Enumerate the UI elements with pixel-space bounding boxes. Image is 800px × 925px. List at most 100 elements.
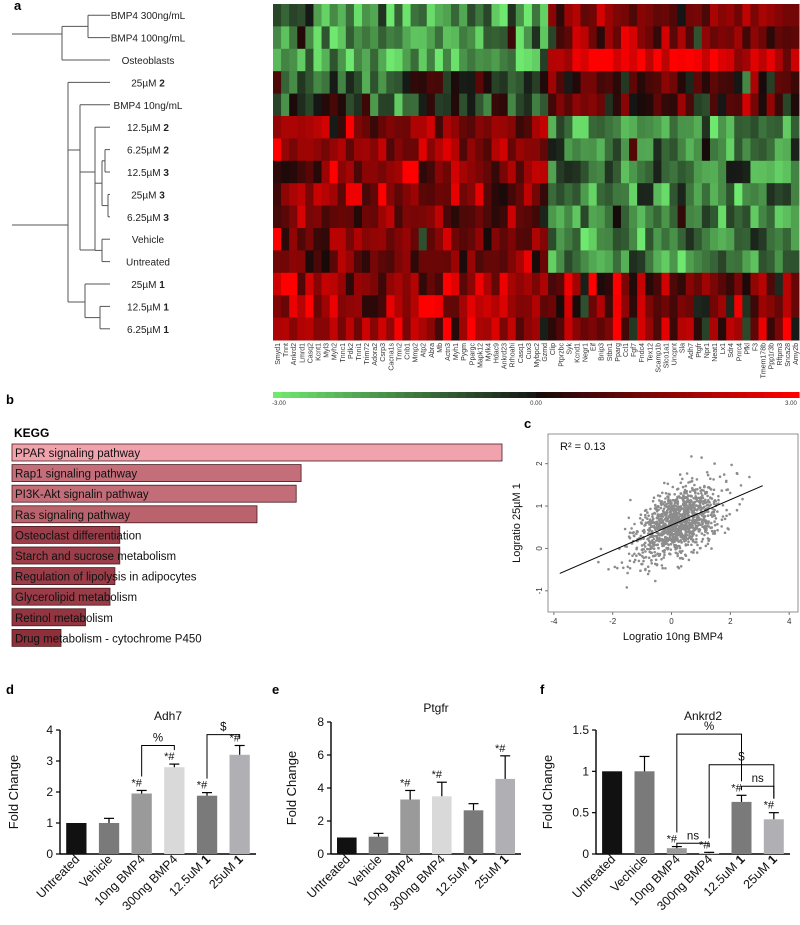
scatter-point xyxy=(706,473,710,477)
heatmap-cell xyxy=(362,138,371,162)
heatmap-cell xyxy=(353,295,363,319)
heatmap-cell xyxy=(499,250,509,274)
colorscale-swatch xyxy=(369,392,379,398)
heatmap-cell xyxy=(693,93,703,117)
heatmap-cell xyxy=(750,93,760,117)
heatmap-row-label: 12.5µM 3 xyxy=(127,168,169,179)
heatmap-cell xyxy=(345,26,355,50)
heatmap-cell xyxy=(386,93,395,117)
scatter-point xyxy=(616,566,619,570)
heatmap-cell xyxy=(580,160,590,184)
heatmap-cell xyxy=(531,48,541,72)
bar xyxy=(66,823,87,854)
scatter-point xyxy=(718,475,722,479)
scatter-point xyxy=(673,536,676,539)
heatmap-cell xyxy=(556,93,565,117)
y-tick-label: 6 xyxy=(317,748,324,762)
bar-chart-title: Adh7 xyxy=(154,709,182,723)
heatmap-cell xyxy=(297,205,306,229)
heatmap-cell xyxy=(329,116,339,139)
heatmap-cell xyxy=(475,93,484,117)
scatter-point xyxy=(692,532,696,536)
scatter-point xyxy=(653,511,656,515)
heatmap-cell xyxy=(580,71,590,95)
scatter-point xyxy=(691,524,694,527)
scatter-point xyxy=(667,543,670,546)
heatmap-cell xyxy=(491,93,501,117)
scatter-point xyxy=(672,539,675,542)
heatmap-cell xyxy=(451,93,460,117)
scatter-point xyxy=(663,551,666,554)
scatter-point xyxy=(660,564,664,567)
heatmap-cell xyxy=(345,228,355,251)
heatmap-cell xyxy=(313,138,323,162)
heatmap-cell xyxy=(750,272,760,296)
heatmap-cell xyxy=(572,116,582,139)
heatmap-cell xyxy=(734,93,743,117)
heatmap-cell xyxy=(475,272,484,296)
heatmap-cell xyxy=(661,183,671,207)
scatter-point xyxy=(713,462,716,465)
heatmap-cell xyxy=(410,272,420,296)
heatmap-gene-label: Casq1 xyxy=(518,343,525,363)
heatmap-cell xyxy=(273,93,282,117)
heatmap-cell xyxy=(758,160,768,184)
bar xyxy=(368,836,389,854)
scatter-point xyxy=(668,534,672,537)
heatmap-row-label: 12.5µM 1 xyxy=(127,302,169,313)
scatter-point xyxy=(644,516,647,519)
scatter-point xyxy=(725,514,728,518)
heatmap-cell xyxy=(677,317,687,341)
heatmap-cell xyxy=(394,116,403,139)
scatter-point xyxy=(706,486,710,489)
scatter-x-label: Logratio 10ng BMP4 xyxy=(623,631,723,643)
heatmap-cell xyxy=(329,250,339,274)
heatmap-cell xyxy=(402,138,412,162)
heatmap-cell xyxy=(726,205,735,229)
heatmap-cell xyxy=(637,138,646,162)
scatter-point xyxy=(649,559,653,562)
heatmap-cell xyxy=(289,93,298,117)
heatmap-cell xyxy=(588,317,598,341)
heatmap-cell xyxy=(281,26,290,50)
colorscale-swatch xyxy=(658,392,669,398)
heatmap-cell xyxy=(459,317,468,341)
scatter-point xyxy=(673,499,677,503)
heatmap-cell xyxy=(459,295,468,319)
scatter-point xyxy=(698,517,702,521)
heatmap-cell xyxy=(483,138,492,162)
heatmap-cell xyxy=(774,71,784,95)
heatmap-cell xyxy=(718,317,727,341)
heatmap-cell xyxy=(531,205,541,229)
heatmap-row-label: 25µM 2 xyxy=(131,78,165,89)
colorscale-swatch xyxy=(413,392,423,398)
heatmap-cell xyxy=(321,93,331,117)
heatmap-cell xyxy=(281,317,290,341)
heatmap-cell xyxy=(556,116,565,139)
bar xyxy=(634,771,655,854)
heatmap-cell xyxy=(442,160,452,184)
kegg-bar-label: Retinol metabolism xyxy=(15,613,113,625)
heatmap-gene-label: Sdr4 xyxy=(728,343,735,358)
scatter-point xyxy=(687,558,691,562)
heatmap-cell xyxy=(564,138,573,162)
scatter-point xyxy=(651,515,654,518)
scatter-point xyxy=(696,488,699,491)
scatter-point xyxy=(633,558,637,562)
scatter-point xyxy=(648,518,652,521)
heatmap-cell xyxy=(782,272,792,296)
heatmap-cell xyxy=(604,250,614,274)
heatmap-cell xyxy=(580,295,590,319)
heatmap-cell xyxy=(418,160,428,184)
scatter-point xyxy=(663,538,666,541)
scatter-point xyxy=(703,514,707,518)
heatmap-cell xyxy=(726,250,735,274)
heatmap-cell xyxy=(540,205,549,229)
scatter-point xyxy=(741,497,744,501)
heatmap-cell xyxy=(564,272,573,296)
bar xyxy=(98,823,120,854)
heatmap-cell xyxy=(758,138,768,162)
scatter-point xyxy=(684,484,688,488)
scatter-point xyxy=(652,541,656,544)
y-tick-label: 0 xyxy=(582,847,589,861)
